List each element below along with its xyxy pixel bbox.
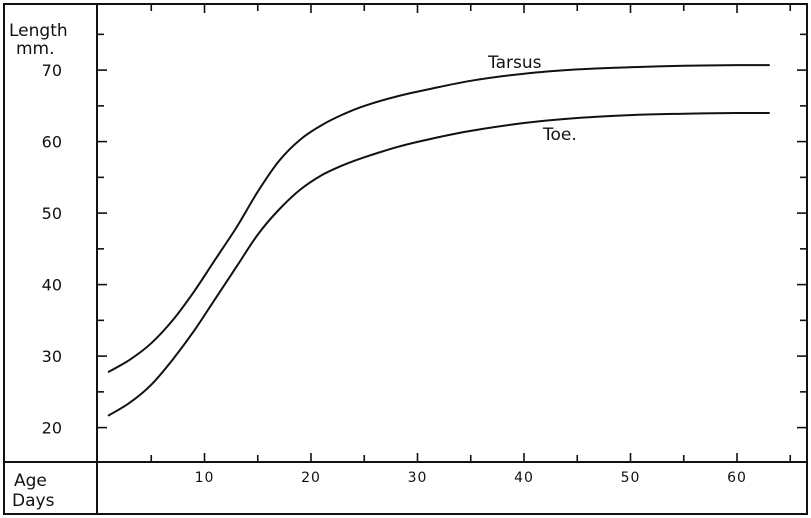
x-tick-label: 20: [301, 470, 321, 486]
x-tick-label: 40: [514, 470, 534, 486]
x-tick-label: 60: [727, 470, 747, 486]
chart-frame: [3, 3, 808, 515]
x-tick-label: 30: [408, 470, 428, 486]
y-tick-label: 30: [42, 347, 62, 366]
y-tick-label: 70: [42, 61, 62, 80]
x-tick-label: 10: [195, 470, 215, 486]
y-tick-label: 50: [42, 204, 62, 223]
y-axis-title-line2: mm.: [16, 39, 55, 59]
curves-layer: [107, 64, 770, 417]
y-tick-label: 60: [42, 133, 62, 152]
x-axis-title-line2: Days: [12, 491, 55, 511]
toe-curve: [107, 111, 770, 417]
y-tick-label: 20: [42, 419, 62, 438]
tarsus-curve: [107, 64, 770, 373]
x-axis-title-line1: Age: [14, 471, 47, 491]
y-axis-title-line1: Length: [9, 21, 68, 41]
series-label-tarsus: Tarsus: [487, 53, 542, 73]
y-tick-label: 40: [42, 276, 62, 295]
x-tick-label: 50: [621, 470, 641, 486]
series-label-toe: Toe.: [542, 125, 577, 145]
ticks-layer: 20 30 40 50 60 70 10 20 30 40 50 60: [42, 4, 807, 486]
